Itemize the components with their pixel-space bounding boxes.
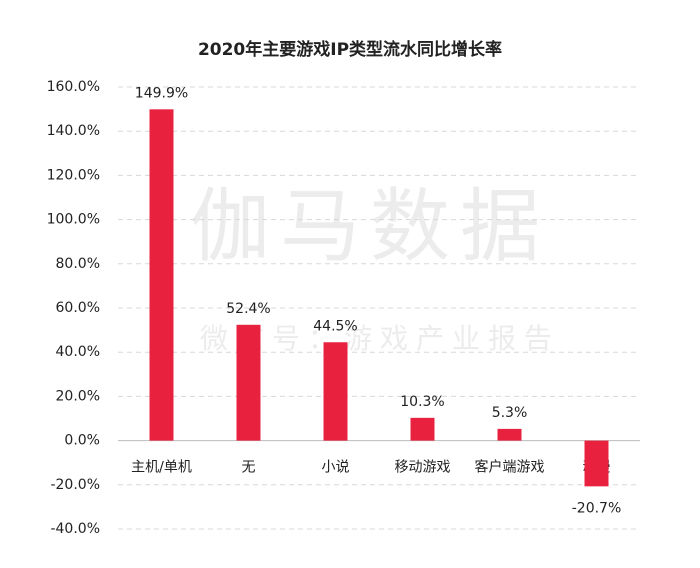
bar (149, 109, 174, 441)
x-tick-label: 客户端游戏 (475, 459, 545, 476)
bar (497, 428, 522, 441)
watermark: 伽马数据 (190, 180, 550, 273)
x-tick-label: 主机/单机 (131, 460, 192, 476)
x-tick-label: 移动游戏 (395, 460, 451, 476)
value-label: 44.5% (313, 318, 357, 334)
bar (410, 417, 435, 441)
bar (236, 324, 261, 441)
value-label: 52.4% (226, 301, 270, 317)
x-tick-label: 无 (242, 460, 256, 476)
value-label: 5.3% (492, 405, 528, 421)
y-tick-label: 0.0% (64, 433, 100, 449)
y-tick-label: 120.0% (47, 167, 100, 183)
y-tick-label: -20.0% (50, 477, 100, 493)
y-tick-label: 80.0% (56, 256, 100, 272)
y-tick-label: -40.0% (50, 521, 100, 537)
y-tick-label: 140.0% (47, 123, 100, 139)
y-tick-label: 20.0% (56, 388, 100, 404)
x-tick-label: 小说 (322, 460, 350, 476)
y-tick-label: 160.0% (47, 79, 100, 95)
y-tick-label: 60.0% (56, 300, 100, 316)
bar (323, 342, 348, 441)
y-tick-label: 40.0% (56, 344, 100, 360)
value-label: 149.9% (135, 85, 188, 101)
bar (584, 440, 609, 487)
value-label: -20.7% (572, 500, 622, 516)
chart-title: 2020年主要游戏IP类型流水同比增长率 (198, 39, 502, 60)
y-tick-label: 100.0% (47, 212, 100, 228)
value-label: 10.3% (400, 394, 444, 410)
